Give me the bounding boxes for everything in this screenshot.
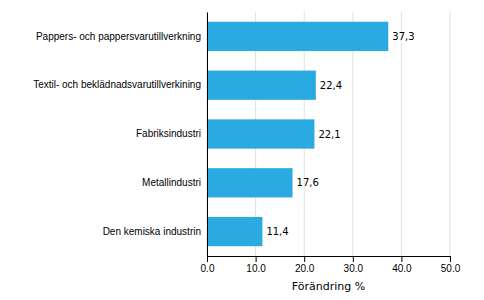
x-tick-mark (401, 256, 402, 262)
y-tick: Pappers- och pappersvarutillverkning (36, 31, 207, 42)
x-axis-line (208, 257, 451, 263)
x-tick: 40.0 (392, 256, 412, 274)
y-tick-label: Metallindustri (142, 177, 201, 188)
x-axis-title: Förändring % (292, 280, 365, 293)
y-tick: Den kemiska industrin (103, 226, 207, 237)
x-tick-label: 50.0 (441, 263, 461, 274)
data-label: 22,4 (320, 80, 342, 91)
bar (207, 119, 314, 148)
y-axis: Den kemiska industrin Metallindustri Fabri… (33, 13, 207, 257)
x-tick: 0.0 (201, 256, 215, 274)
x-tick-label: 40.0 (392, 263, 412, 274)
data-label: 17,6 (297, 177, 319, 188)
x-tick-mark (450, 256, 451, 262)
x-tick: 50.0 (441, 256, 461, 274)
chart: 0.0 10.0 20.0 30.0 40.0 50.0 Den kemiska indus… (0, 0, 484, 300)
y-tick-label: Pappers- och pappersvarutillverkning (36, 31, 201, 42)
x-axis: 0.0 10.0 20.0 30.0 40.0 50.0 (201, 256, 461, 274)
y-tick: Textil- och beklädnadsvarutillverkining (33, 79, 207, 90)
grid (207, 12, 450, 256)
y-tick: Metallindustri (142, 177, 207, 188)
x-tick-mark (207, 256, 208, 262)
bar (207, 217, 262, 246)
grid-line (207, 12, 208, 256)
bar (207, 71, 316, 100)
y-axis-line (207, 13, 208, 257)
x-tick-mark (256, 256, 257, 262)
bars (207, 22, 388, 246)
data-label: 22,1 (318, 129, 340, 140)
x-tick-mark (304, 256, 305, 262)
x-tick: 20.0 (295, 256, 315, 274)
data-labels: 11,4 17,6 22,1 22,4 37,3 (266, 31, 414, 237)
plot: 0.0 10.0 20.0 30.0 40.0 50.0 Den kemiska indus… (33, 12, 461, 274)
y-tick: Fabriksindustri (136, 128, 207, 139)
bar (207, 22, 388, 51)
x-tick-label: 30.0 (344, 263, 364, 274)
y-tick-label: Fabriksindustri (136, 128, 201, 139)
bar (207, 168, 293, 197)
data-label: 11,4 (266, 226, 288, 237)
x-tick: 10.0 (246, 256, 266, 274)
data-label: 37,3 (392, 31, 414, 42)
y-tick-label: Den kemiska industrin (103, 226, 201, 237)
x-tick-mark (353, 256, 354, 262)
x-tick-label: 10.0 (246, 263, 266, 274)
grid-line (401, 12, 402, 256)
x-tick: 30.0 (344, 256, 364, 274)
grid-line (450, 12, 451, 256)
x-tick-label: 20.0 (295, 263, 315, 274)
x-tick-label: 0.0 (201, 263, 215, 274)
y-tick-label: Textil- och beklädnadsvarutillverkining (33, 79, 201, 90)
